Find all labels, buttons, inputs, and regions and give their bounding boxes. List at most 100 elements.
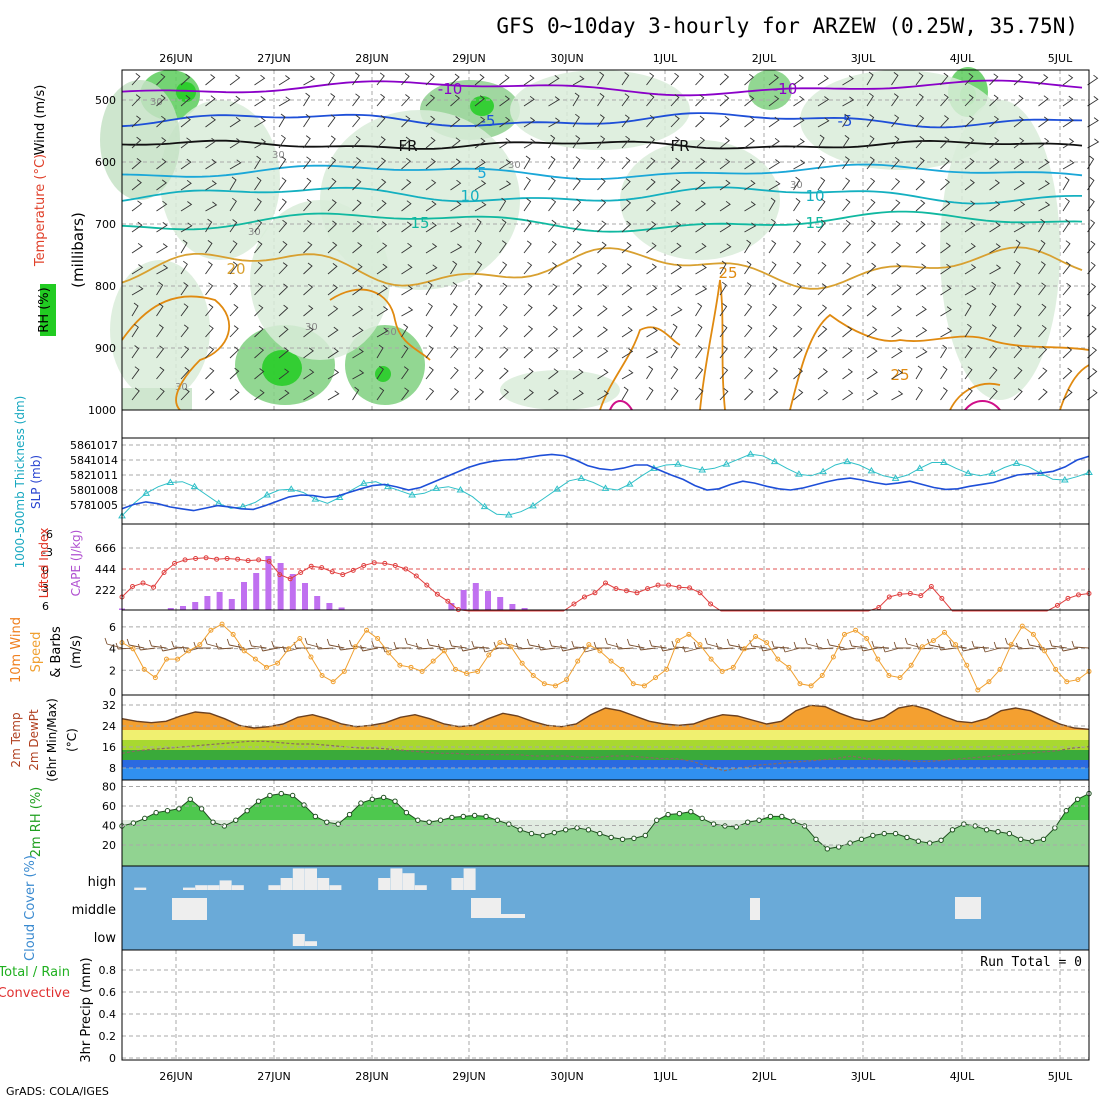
wind-barb [866,305,877,317]
li-point [235,556,241,562]
wind-barb [597,262,608,275]
li-point [277,572,283,578]
li-point [1075,592,1081,598]
wind-barb [254,155,262,170]
rh-point [471,812,478,819]
wind-barb [1013,95,1024,107]
wind-barb [415,642,434,650]
wind-barb [131,136,142,149]
wind-barb [548,156,556,170]
wind-barb [621,242,632,254]
rh-point [585,827,592,833]
wind-barb [695,243,707,254]
wind-barb [131,366,140,380]
wind-barb [1062,346,1073,359]
wind-barb [425,264,438,275]
wind-barb [229,197,237,212]
wind-barb [499,219,507,233]
rh-point [210,819,216,825]
isotherm-line [949,382,1001,411]
wind-barb [126,638,145,649]
wind-speed-point [697,642,703,648]
cloud-bar [463,868,476,890]
wind-barb [499,303,508,317]
isotherm-line [699,279,726,411]
slp-line [121,453,1090,512]
wind-barb [940,285,952,296]
wind-barb [404,637,423,649]
wind-barb [1038,218,1046,233]
wind-barb [278,283,289,296]
wind-barb [180,367,190,380]
li-point [172,560,178,566]
wind-barb [744,137,755,149]
wind-barb [621,93,630,107]
wind-speed-point [819,673,825,679]
wind-speed-point [152,675,158,681]
cape-bar [521,608,528,610]
wind-barb [499,116,511,128]
thickness-point [746,450,755,457]
wind-barb [401,323,409,338]
wind-speed-point [386,650,392,656]
wind-barb [572,177,581,191]
thickness-point [891,474,900,481]
cloud-bar [207,885,220,890]
wind-speed-point [708,656,714,662]
date-label-top: 26JUN [159,52,193,65]
pressure-tick-label: 600 [95,156,116,169]
wind-barb [474,324,484,338]
wind-barb [304,637,323,649]
li-point [592,590,598,596]
thickness-point [722,460,731,467]
wind-barb [523,325,534,338]
wind-barb [1013,201,1026,212]
wind-barb [882,645,901,653]
wind-barb [964,221,976,233]
wind-barb [205,367,215,380]
wind-barb [376,72,385,86]
wind-barb [229,346,240,359]
credit-text: GrADS: COLA/IGES [6,1085,109,1098]
wind-barb [254,117,266,128]
wind-barb [376,327,389,338]
rh-point [380,794,387,801]
wind-barb [597,177,606,191]
isotherm-line [121,295,231,411]
rh-tick-label: 20 [102,839,116,852]
wind-barb [621,348,634,359]
wind-barb [474,158,486,170]
thickness-point [287,485,296,492]
wind-barb [450,201,462,212]
wind-barb [719,260,727,275]
wind-barb [989,303,997,317]
li-tick-label: 6 [42,600,49,613]
rh-tick-label: 40 [102,820,116,833]
wind-barb [817,347,828,359]
wind-barb [866,177,876,191]
wind-barb [499,138,511,149]
wind-barb [760,644,778,652]
wind-barb [376,136,386,149]
li-point [655,582,661,588]
date-label-bottom: 30JUN [550,1070,584,1083]
isotherm-label: 25 [718,264,737,282]
wind-barb [726,638,745,649]
wind-speed-point [419,668,425,674]
wind-barb [131,387,140,401]
wind-barb [156,345,165,359]
cape-tick-label: 222 [95,584,116,597]
wind-barb [744,324,753,338]
wind-barb [1038,261,1046,275]
wind-barb [626,638,645,649]
wind-barb [352,178,362,191]
wind-barb [352,72,360,86]
wind-barb [646,178,656,191]
cape-bar [192,602,199,610]
wind-barb [254,198,262,212]
wind-barb [719,388,729,401]
wind-barb [376,221,387,233]
wind-barb [1004,637,1023,649]
cloud-bar [134,887,147,890]
wind-barb [278,389,290,401]
